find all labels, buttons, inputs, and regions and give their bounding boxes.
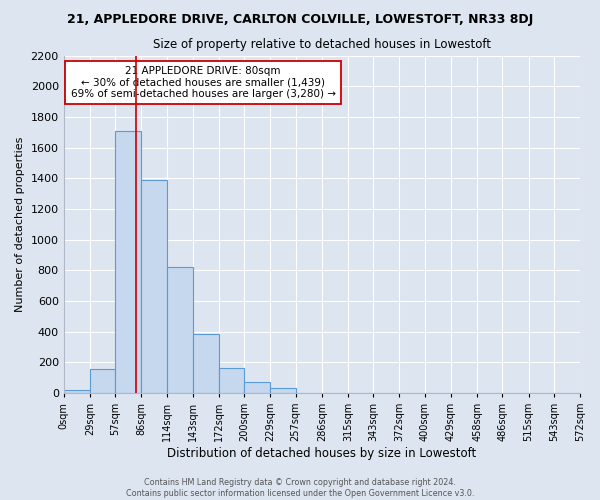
Bar bbox=[167, 266, 193, 393]
X-axis label: Distribution of detached houses by size in Lowestoft: Distribution of detached houses by size … bbox=[167, 447, 476, 460]
Bar bbox=[64, 390, 90, 393]
Text: Contains HM Land Registry data © Crown copyright and database right 2024.
Contai: Contains HM Land Registry data © Crown c… bbox=[126, 478, 474, 498]
Text: 21, APPLEDORE DRIVE, CARLTON COLVILLE, LOWESTOFT, NR33 8DJ: 21, APPLEDORE DRIVE, CARLTON COLVILLE, L… bbox=[67, 12, 533, 26]
Bar bbox=[141, 180, 167, 393]
Bar bbox=[219, 368, 244, 393]
Bar bbox=[193, 334, 219, 393]
Title: Size of property relative to detached houses in Lowestoft: Size of property relative to detached ho… bbox=[153, 38, 491, 51]
Bar bbox=[244, 382, 271, 393]
Y-axis label: Number of detached properties: Number of detached properties bbox=[15, 136, 25, 312]
Bar bbox=[271, 388, 296, 393]
Bar bbox=[90, 369, 115, 393]
Bar bbox=[115, 131, 141, 393]
Text: 21 APPLEDORE DRIVE: 80sqm
← 30% of detached houses are smaller (1,439)
69% of se: 21 APPLEDORE DRIVE: 80sqm ← 30% of detac… bbox=[71, 66, 335, 99]
